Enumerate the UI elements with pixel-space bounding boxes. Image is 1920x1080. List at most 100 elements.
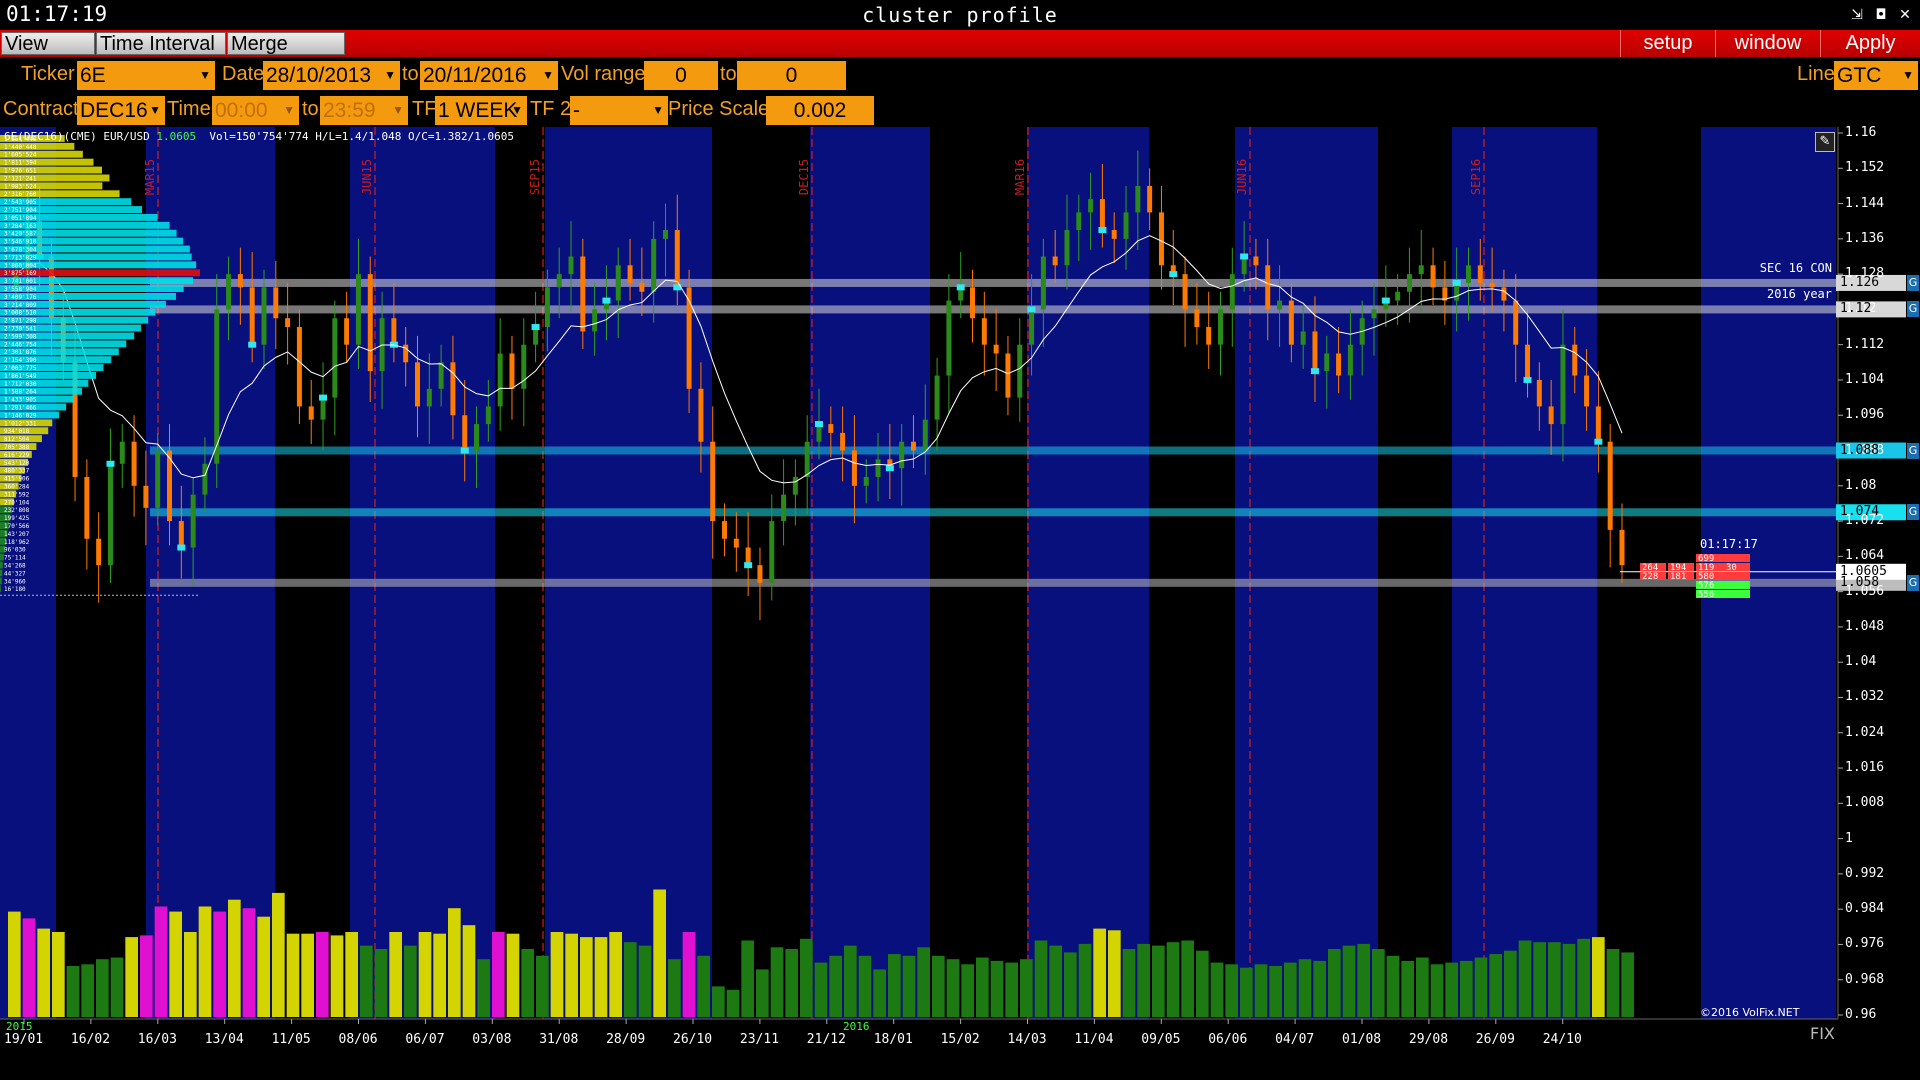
- volume-bar: [550, 932, 564, 1017]
- profile-label: 2'730'541: [4, 326, 37, 333]
- time-to-value: 23:59: [323, 99, 376, 122]
- window-controls: ⇲ ◘ ✕: [1848, 6, 1914, 24]
- volume-bar: [374, 949, 388, 1017]
- tf2-select[interactable]: - ▼: [570, 96, 668, 125]
- x-tick-label: 11/04: [1074, 1032, 1114, 1047]
- profile-bar: [0, 158, 94, 166]
- profile-bar: [0, 553, 4, 561]
- vol-from-field[interactable]: 0: [644, 61, 718, 90]
- y-tick-label: 1.144: [1845, 195, 1885, 211]
- price-chart[interactable]: MAR15 JUN15 SEP15 DEC15 MAR16 JUN16 SEP16 1'254…: [0, 127, 1920, 1080]
- volume-bar: [976, 957, 989, 1017]
- y-tick-label: 1.08: [1845, 477, 1877, 493]
- setup-button[interactable]: setup: [1620, 30, 1715, 57]
- contract-roll-label: DEC15: [797, 159, 811, 195]
- profile-bar: [0, 293, 176, 300]
- dom-value: 194: [1670, 563, 1686, 573]
- volume-bar: [726, 989, 740, 1017]
- volume-bar: [1049, 945, 1062, 1017]
- profile-bar: [0, 411, 60, 419]
- profile-label: 199'425: [4, 515, 30, 522]
- profile-label: 3'420'587: [4, 231, 37, 238]
- apply-button[interactable]: Apply: [1820, 30, 1920, 57]
- volume-bar: [1474, 957, 1488, 1017]
- candle-body: [214, 309, 220, 464]
- volume-bar: [638, 945, 652, 1017]
- candle-body: [1300, 331, 1306, 345]
- volume-bar: [169, 911, 182, 1017]
- date-label: Date: [222, 63, 265, 85]
- volume-bar: [682, 932, 696, 1017]
- y-tick-label: 1.12: [1845, 301, 1877, 317]
- y-tick-label: 1: [1845, 830, 1853, 846]
- chart-area[interactable]: MAR15 JUN15 SEP15 DEC15 MAR16 JUN16 SEP16 1'254…: [0, 125, 1920, 1080]
- volume-bar: [360, 945, 373, 1017]
- candle-body: [981, 318, 987, 345]
- profile-label: 616'229: [4, 452, 30, 459]
- view-dom-button[interactable]: View DOM: [1, 32, 95, 78]
- line-select[interactable]: GTC ▼: [1834, 61, 1918, 90]
- profile-label: 3'214'809: [4, 302, 37, 309]
- tf-select[interactable]: 1 WEEK ▼: [435, 96, 527, 125]
- candle-body: [1040, 256, 1046, 310]
- restore-icon[interactable]: ⇲: [1851, 7, 1863, 23]
- ticker-select[interactable]: 6E ▼: [77, 61, 215, 90]
- volume-bar: [829, 955, 842, 1017]
- volume-bar: [946, 959, 960, 1017]
- profile-bar: [0, 569, 3, 577]
- candle-body: [722, 521, 728, 539]
- candle-body: [1076, 212, 1082, 231]
- candle-body: [1088, 199, 1094, 213]
- candle-body: [733, 538, 739, 548]
- volume-bar: [1357, 943, 1370, 1017]
- price-scale-field[interactable]: 0.002: [766, 96, 874, 125]
- fix-button[interactable]: FIX: [1810, 1024, 1835, 1043]
- time-band: [1378, 127, 1452, 1019]
- dom-cell: [1724, 563, 1750, 571]
- close-icon[interactable]: ✕: [1899, 7, 1911, 23]
- profile-label: 311'592: [4, 491, 30, 498]
- volume-bar: [1284, 962, 1297, 1017]
- candle-body: [698, 388, 704, 442]
- time-band: [930, 127, 1027, 1019]
- time-from-field[interactable]: 00:00 ▼: [212, 96, 299, 125]
- date-to-field[interactable]: 20/11/2016 ▼: [420, 61, 558, 90]
- candle-body: [485, 406, 491, 425]
- candle-body: [497, 353, 503, 407]
- candle-body: [438, 362, 444, 389]
- contract-select[interactable]: DEC16 ▼: [77, 96, 165, 125]
- volume-bar: [228, 899, 241, 1017]
- level-label: 2016 year: [1766, 287, 1832, 302]
- vol-to-field[interactable]: 0: [737, 61, 846, 90]
- volume-bar: [990, 960, 1004, 1017]
- volume-bar: [433, 933, 446, 1017]
- profile-label: 270'104: [4, 499, 30, 506]
- pencil-icon[interactable]: ✎: [1815, 132, 1835, 152]
- window-button[interactable]: window: [1715, 30, 1820, 57]
- poc-marker: [673, 284, 682, 291]
- time-to-field[interactable]: 23:59 ▼: [320, 96, 408, 125]
- profile-label: 170'566: [4, 523, 30, 530]
- volume-bar: [418, 932, 432, 1017]
- chart-stats: Vol=150'754'774 H/L=1.4/1.048 O/C=1.382/…: [209, 130, 514, 143]
- y-tick-label: 1.112: [1845, 336, 1885, 352]
- maximize-icon[interactable]: ◘: [1875, 7, 1887, 23]
- profile-label: 3'284'163: [4, 223, 37, 230]
- volume-bar: [1020, 959, 1033, 1017]
- y-tick-label: 1.128: [1845, 266, 1885, 282]
- candle-body: [840, 432, 846, 451]
- candle-body: [1442, 287, 1448, 301]
- time-interval-button[interactable]: Time Interval: [96, 32, 226, 55]
- profile-bar: [0, 150, 83, 158]
- volume-bar: [198, 906, 212, 1017]
- merge-contr-button[interactable]: Merge Contr: [227, 32, 345, 78]
- profile-bar: [0, 253, 192, 261]
- profile-label: 480'337: [4, 468, 30, 475]
- profile-bar: [0, 206, 143, 213]
- chevron-down-icon: ▼: [283, 103, 295, 117]
- volume-bar: [961, 964, 974, 1017]
- volume-bar: [697, 955, 710, 1017]
- date-from-field[interactable]: 28/10/2013 ▼: [263, 61, 400, 90]
- level-g-tag: G: [1907, 274, 1919, 291]
- title-bar: 01:17:19 cluster profile ⇲ ◘ ✕: [0, 0, 1920, 30]
